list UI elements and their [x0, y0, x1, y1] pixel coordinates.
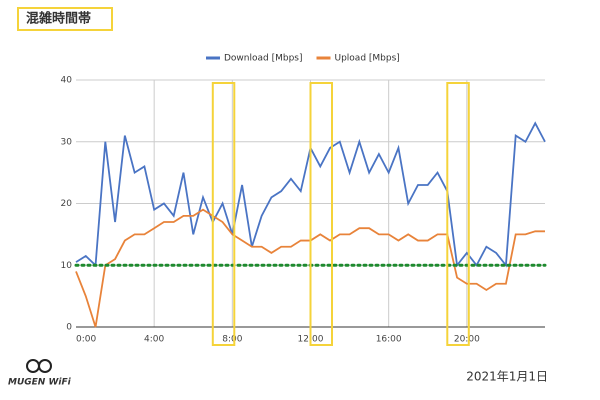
- x-tick-label: 16:00: [376, 335, 402, 345]
- x-tick-label: 8:00: [222, 335, 242, 345]
- x-tick-label: 0:00: [76, 335, 96, 345]
- logo-text: MUGEN WiFi: [8, 378, 72, 388]
- highlight-box: [211, 82, 236, 346]
- y-tick-label: 30: [61, 137, 73, 147]
- legend-label: Upload [Mbps]: [335, 54, 400, 64]
- y-tick-label: 40: [61, 76, 73, 86]
- x-tick-label: 20:00: [454, 335, 480, 345]
- y-tick-label: 0: [66, 323, 72, 333]
- title: 混雑時間帯: [26, 11, 91, 27]
- date: 2021年1月1日: [466, 370, 548, 384]
- x-tick-label: 4:00: [144, 335, 164, 345]
- logo-ring: [26, 359, 40, 373]
- highlight-box: [446, 82, 470, 346]
- legend-label: Download [Mbps]: [224, 54, 303, 64]
- logo: MUGEN WiFi: [8, 359, 72, 388]
- highlight-box: [309, 82, 333, 346]
- y-tick-label: 20: [61, 199, 73, 209]
- y-tick-label: 10: [61, 261, 73, 271]
- logo-ring: [38, 359, 52, 373]
- title-box: [17, 7, 113, 31]
